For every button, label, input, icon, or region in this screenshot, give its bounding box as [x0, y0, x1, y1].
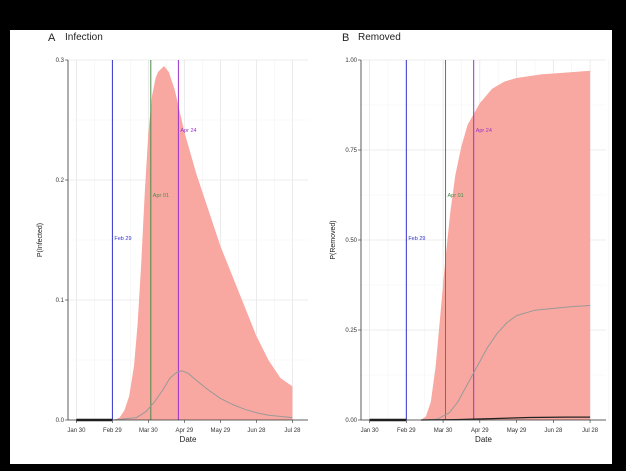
credible-band: [113, 66, 293, 420]
vline-label: Feb 29: [408, 236, 425, 242]
y-axis-label: P(Removed): [330, 220, 337, 259]
x-tick-label: Mar 30: [139, 428, 158, 434]
y-tick-label: 0.2: [56, 178, 65, 184]
y-tick-label: 0.1: [56, 298, 65, 304]
x-tick-label: Jun 28: [544, 428, 563, 434]
x-axis-label: Date: [475, 435, 492, 444]
x-tick-label: May 29: [507, 428, 527, 434]
infection-chart: Feb 29 Apr 01 Apr 24 Jan 30 Feb 29 Mar 30 Apr …: [37, 58, 311, 444]
credible-band: [421, 70, 591, 421]
y-tick-label: 0.00: [345, 418, 357, 424]
y-tick-label: 0.25: [345, 328, 357, 334]
x-tick-label: Feb 29: [397, 428, 416, 434]
vline-label: Apr 01: [153, 193, 169, 199]
removed-chart: Feb 29 Apr 01 Apr 24 Jan 30 Feb 29 Mar 30 Apr …: [330, 58, 609, 444]
x-tick-label: Feb 29: [103, 428, 122, 434]
y-tick-label: 0.75: [345, 148, 357, 154]
x-tick-label: Mar 30: [434, 428, 453, 434]
panel-letter-a: A: [48, 32, 56, 44]
vline-label: Apr 24: [476, 128, 492, 134]
x-tick-label: Jul 28: [284, 428, 301, 434]
panel-infection: A Infection Feb 29 Apr 01 Apr 24 Jan 30 Feb …: [10, 30, 311, 464]
x-tick-label: Apr 29: [471, 428, 489, 434]
vline-label: Apr 01: [448, 193, 464, 199]
series-line: [113, 370, 293, 421]
x-tick-label: Jun 28: [247, 428, 266, 434]
x-tick-label: May 29: [211, 428, 231, 434]
panel-title-removed: Removed: [358, 32, 401, 43]
x-tick-label: Jan 30: [361, 428, 380, 434]
x-tick-label: Jan 30: [67, 428, 86, 434]
series-line: [420, 305, 591, 421]
vline-label: Apr 24: [180, 128, 196, 134]
vline-label: Feb 29: [114, 236, 131, 242]
figure-canvas: A Infection Feb 29 Apr 01 Apr 24 Jan 30 Feb …: [10, 30, 612, 464]
x-tick-label: Apr 29: [176, 428, 194, 434]
y-tick-label: 0.0: [56, 418, 65, 424]
y-tick-label: 0.3: [56, 58, 65, 64]
x-tick-label: Jul 28: [582, 428, 599, 434]
y-tick-label: 1.00: [345, 58, 357, 64]
panel-title-infection: Infection: [65, 32, 103, 43]
x-axis-label: Date: [180, 435, 197, 444]
panel-letter-b: B: [342, 32, 350, 44]
panel-removed: B Removed Feb 29 Apr 01 Apr 24 Jan 30 Feb 29…: [312, 30, 612, 464]
y-axis-label: P(Infected): [37, 223, 44, 257]
y-tick-label: 0.50: [345, 238, 357, 244]
